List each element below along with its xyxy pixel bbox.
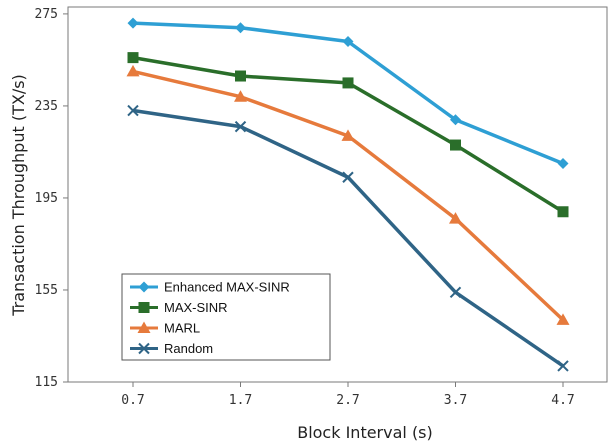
data-point-max-sinr: [127, 52, 139, 64]
y-tick-label: 275: [35, 7, 58, 22]
data-point-marl: [341, 129, 355, 141]
legend-marker: [138, 281, 150, 293]
data-point-random: [449, 286, 462, 298]
y-tick-label: 155: [35, 283, 58, 298]
data-point-max-sinr: [557, 206, 569, 218]
legend-item-enhanced-max-sinr: Enhanced MAX-SINR: [130, 280, 290, 295]
data-point-marl: [234, 90, 247, 102]
data-point-marl: [556, 313, 570, 325]
legend-item-random: Random: [130, 341, 213, 356]
y-axis: 115 155 195 235 275: [35, 7, 68, 390]
legend-label: Random: [164, 341, 213, 356]
x-tick-label: 0.7: [121, 393, 144, 408]
series-enhanced-max-sinr: [127, 17, 569, 169]
legend-marker: [138, 342, 150, 355]
x-tick-label: 2.7: [336, 393, 359, 408]
series-layer: [126, 17, 570, 372]
series-max-sinr: [127, 52, 569, 218]
data-point-enhanced-max-sinr: [342, 36, 354, 48]
data-point-random: [127, 104, 139, 117]
data-point-max-sinr: [342, 77, 354, 89]
data-point-marl: [449, 212, 462, 224]
x-tick-label: 1.7: [229, 393, 252, 408]
data-point-random: [557, 360, 569, 372]
data-point-enhanced-max-sinr: [235, 22, 246, 34]
legend-label: Enhanced MAX-SINR: [164, 280, 290, 295]
legend-item-marl: MARL: [130, 321, 200, 336]
legend-label: MAX-SINR: [164, 300, 228, 315]
y-tick-label: 195: [35, 191, 58, 206]
legend: Enhanced MAX-SINR MAX-SINR MARL Random: [121, 273, 331, 361]
legend-marker: [138, 302, 150, 313]
y-tick-label: 115: [35, 375, 58, 390]
data-point-enhanced-max-sinr: [127, 17, 139, 29]
data-point-marl: [126, 64, 140, 77]
plot-frame: [67, 6, 608, 383]
series-random: [127, 104, 569, 372]
data-point-enhanced-max-sinr: [557, 157, 569, 169]
legend-label: MARL: [164, 321, 200, 336]
series-marl: [126, 64, 570, 325]
x-tick-label: 3.7: [444, 393, 467, 408]
data-point-max-sinr: [235, 70, 246, 82]
y-tick-label: 235: [35, 99, 58, 114]
data-point-random: [234, 120, 247, 133]
x-axis-label: Block Interval (s): [297, 423, 433, 442]
data-point-enhanced-max-sinr: [450, 114, 461, 126]
legend-item-max-sinr: MAX-SINR: [130, 300, 228, 315]
legend-marker: [137, 321, 151, 333]
data-point-random: [342, 171, 354, 183]
data-point-max-sinr: [450, 139, 461, 151]
y-axis-label: Transaction Throughput (TX/s): [9, 74, 28, 317]
x-axis: 0.7 1.7 2.7 3.7 4.7: [121, 382, 575, 408]
x-tick-label: 4.7: [551, 393, 574, 408]
